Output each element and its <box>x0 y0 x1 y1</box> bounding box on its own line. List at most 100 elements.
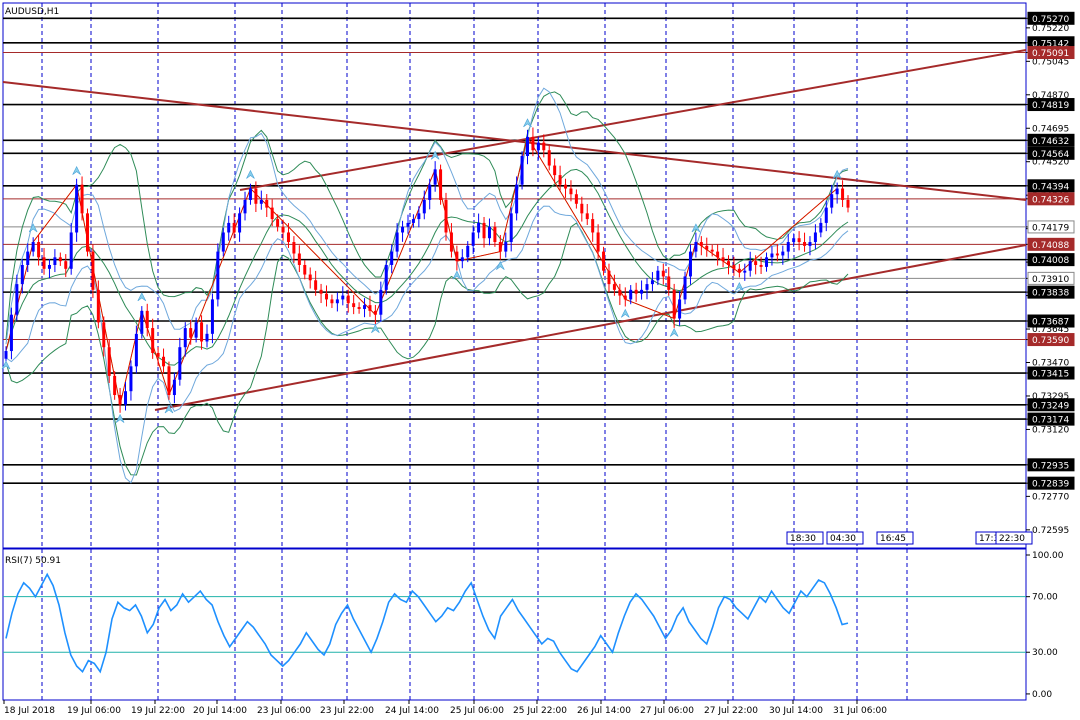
indicator-frame-border <box>2 548 1027 701</box>
candle-body <box>781 251 785 256</box>
price-level-tag-label: 0.73838 <box>1032 289 1069 299</box>
rsi-tick-label: 70.00 <box>1032 593 1058 603</box>
price-level-tag <box>1027 271 1075 285</box>
candle-body <box>162 356 166 367</box>
candle-body <box>553 165 557 176</box>
price-level-tag <box>1027 46 1075 60</box>
candle-body <box>629 289 633 300</box>
indicator-axis: 100.00 70.00 30.00 0.00 <box>1026 551 1064 700</box>
rsi-tick-label: 30.00 <box>1032 648 1058 658</box>
candle-body <box>819 222 823 233</box>
candle-body <box>265 199 269 208</box>
candle-body <box>227 222 231 233</box>
candle-body <box>520 155 524 185</box>
candle-body <box>770 253 774 258</box>
candle-body <box>368 305 372 311</box>
price-level-tag <box>1027 98 1075 112</box>
candle-body <box>672 289 676 319</box>
candle-body <box>596 232 600 252</box>
rsi-series <box>5 572 849 674</box>
price-level-tag-label: 0.74819 <box>1032 101 1069 111</box>
candle-body <box>509 213 513 243</box>
candle-body <box>172 379 176 396</box>
price-tick-label: 0.75045 <box>1032 57 1069 67</box>
price-tick-label: 0.73295 <box>1032 392 1069 402</box>
candle-body <box>406 222 410 227</box>
price-level-tag-label: 0.74564 <box>1032 150 1069 160</box>
price-level-tag <box>1027 476 1075 490</box>
main-frame-border <box>2 2 1027 549</box>
candle-body <box>607 270 611 285</box>
time-tick-label: 19 Jul 22:00 <box>131 706 185 716</box>
candle-body <box>661 270 665 277</box>
candle-body <box>493 226 497 243</box>
candle-body <box>85 213 89 252</box>
band-lower <box>5 222 849 476</box>
price-level-tag <box>1027 253 1075 267</box>
candle-body <box>422 199 426 214</box>
candle-body <box>558 175 562 185</box>
candle-body <box>281 226 285 233</box>
candle-body <box>64 261 68 269</box>
price-level-tag-label: 0.73249 <box>1032 401 1069 411</box>
candle-body <box>813 232 817 243</box>
candle-body <box>395 232 399 252</box>
fractal-arrow <box>28 223 38 233</box>
candle-body <box>683 276 687 300</box>
price-level-tag-label: 0.74179 <box>1032 223 1069 233</box>
candle-body <box>564 184 568 189</box>
price-level-tag <box>1027 412 1075 426</box>
candle-body <box>428 184 432 200</box>
candle-body <box>449 232 453 252</box>
price-tick-label: 0.72595 <box>1032 526 1069 536</box>
trendline-upper-channel <box>239 49 1027 191</box>
candle-body <box>248 188 252 200</box>
candle-body <box>401 226 405 233</box>
candle-body <box>824 207 828 223</box>
candle-body <box>466 245 470 258</box>
fractal-arrow <box>523 118 532 128</box>
price-level-tag-label: 0.73415 <box>1032 370 1069 380</box>
time-tick-label: 25 Jul 06:00 <box>450 706 504 716</box>
candle-body <box>504 242 508 252</box>
time-markers: 18:30 04:30 16:45 17:3 22:30 <box>786 531 1033 545</box>
candle-body <box>124 391 128 405</box>
candle-body <box>31 242 35 252</box>
candle-body <box>710 249 714 252</box>
candle-body <box>42 257 46 269</box>
candle-body <box>754 261 758 265</box>
candle-body <box>444 199 448 233</box>
candle-body <box>797 238 801 243</box>
time-tick-label: 18 Jul 2018 <box>4 706 55 716</box>
candle-body <box>830 194 834 208</box>
horizontal-levels <box>3 17 1026 484</box>
candle-body <box>9 314 13 352</box>
candle-body <box>536 142 540 151</box>
candle-body <box>515 184 519 214</box>
candle-body <box>439 169 443 200</box>
candle-body <box>477 222 481 233</box>
candle-body <box>569 188 573 195</box>
candle-body <box>737 268 741 273</box>
candle-body <box>411 219 415 223</box>
time-tick-label: 19 Jul 06:00 <box>67 706 121 716</box>
fractal-arrow <box>832 169 842 179</box>
trendline-ascending <box>154 244 1027 411</box>
candle-body <box>667 276 671 290</box>
price-tick-label: 0.74520 <box>1032 158 1069 168</box>
candle-body <box>547 150 551 166</box>
price-level-tag-label: 0.75142 <box>1032 39 1069 49</box>
time-tick-label: 20 Jul 14:00 <box>193 706 247 716</box>
candle-body <box>640 289 644 294</box>
candle-body <box>134 333 138 367</box>
candle-body <box>612 284 616 290</box>
time-marker-box <box>995 531 1033 545</box>
candle-body <box>580 203 584 214</box>
candle-body <box>650 280 654 285</box>
time-tick-label: 25 Jul 22:00 <box>513 706 567 716</box>
candle-body <box>390 251 394 265</box>
candle-body <box>205 333 209 342</box>
fractal-arrows <box>1 118 842 423</box>
candle-body <box>574 194 578 204</box>
price-level-tag <box>1027 237 1075 251</box>
